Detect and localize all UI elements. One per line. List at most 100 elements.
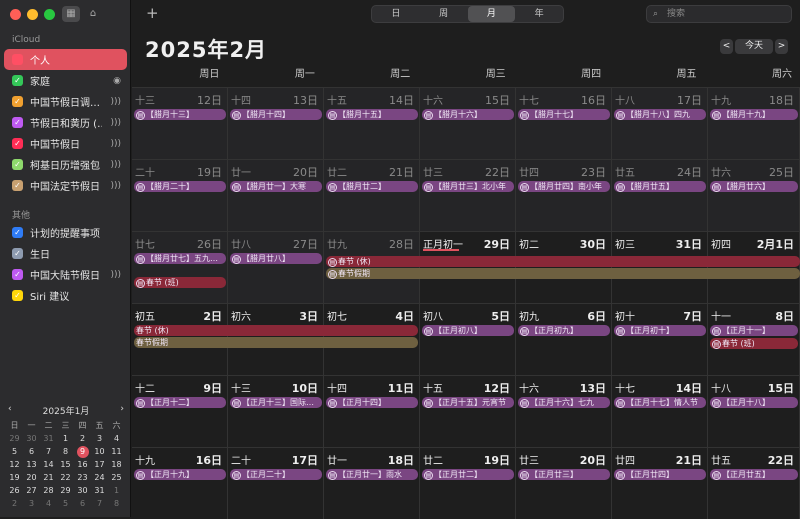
- mini-day[interactable]: 22: [60, 473, 71, 482]
- view-tab[interactable]: 月: [467, 6, 516, 22]
- mini-day[interactable]: 30: [77, 486, 88, 495]
- day-cell[interactable]: 初八 5日: [420, 303, 516, 375]
- lunar-event[interactable]: ▤ 【正月初十】: [614, 325, 706, 336]
- mini-day[interactable]: 3: [96, 434, 103, 443]
- lunar-event[interactable]: ▤ 【腊月十六】: [422, 109, 514, 120]
- calendar-checkbox[interactable]: ✓: [12, 269, 23, 280]
- day-cell[interactable]: 十九 16日: [132, 447, 228, 519]
- mini-day[interactable]: 24: [94, 473, 105, 482]
- mini-day[interactable]: 25: [111, 473, 122, 482]
- mini-day[interactable]: 4: [45, 499, 52, 508]
- mini-day[interactable]: 8: [113, 499, 120, 508]
- mini-day[interactable]: 29: [60, 486, 71, 495]
- day-cell[interactable]: 十二 9日: [132, 375, 228, 447]
- holiday-period-event[interactable]: ▤ 春节假期: [326, 268, 800, 279]
- day-cell[interactable]: 廿一 18日: [324, 447, 420, 519]
- day-cell[interactable]: 初四 2月1日: [708, 231, 800, 303]
- mini-day[interactable]: 29: [9, 434, 20, 443]
- calendar-checkbox[interactable]: ✓: [12, 248, 23, 259]
- lunar-event[interactable]: ▤ 【正月十四】: [326, 397, 418, 408]
- mini-day[interactable]: 5: [11, 447, 18, 456]
- mini-day[interactable]: 31: [43, 434, 54, 443]
- day-cell[interactable]: 十四 11日: [324, 375, 420, 447]
- day-cell[interactable]: 初二 30日: [516, 231, 612, 303]
- lunar-event[interactable]: ▤ 【正月十九】: [134, 469, 226, 480]
- lunar-event[interactable]: ▤ 【正月十五】元宵节: [422, 397, 514, 408]
- mini-day[interactable]: 19: [9, 473, 20, 482]
- lunar-event[interactable]: ▤ 【正月廿二】: [422, 469, 514, 480]
- day-cell[interactable]: 十三 10日: [228, 375, 324, 447]
- mini-day[interactable]: 12: [9, 460, 20, 469]
- mini-day[interactable]: 27: [26, 486, 37, 495]
- mini-day[interactable]: 16: [77, 460, 88, 469]
- mini-day[interactable]: 10: [94, 447, 105, 456]
- zoom-button[interactable]: [44, 9, 55, 20]
- mini-day[interactable]: 13: [26, 460, 37, 469]
- day-cell[interactable]: 十四 13日: [228, 87, 324, 159]
- mini-day[interactable]: 15: [60, 460, 71, 469]
- mini-prev-button[interactable]: ‹: [8, 404, 12, 414]
- mini-day[interactable]: 8: [62, 447, 69, 456]
- lunar-event[interactable]: ▤ 【腊月廿六】: [710, 181, 798, 192]
- mini-day[interactable]: 3: [28, 499, 35, 508]
- day-cell[interactable]: 初九 6日: [516, 303, 612, 375]
- holiday-off-event[interactable]: ▤ 春节 (休): [326, 256, 800, 267]
- lunar-event[interactable]: ▤ 【正月廿五】: [710, 469, 798, 480]
- calendar-checkbox[interactable]: ✓: [12, 138, 23, 149]
- calendar-checkbox[interactable]: ✓: [12, 117, 23, 128]
- mini-day[interactable]: 1: [113, 486, 120, 495]
- mini-day[interactable]: 18: [111, 460, 122, 469]
- calendar-checkbox[interactable]: ✓: [12, 75, 23, 86]
- day-cell[interactable]: 廿八 27日: [228, 231, 324, 303]
- calendar-item[interactable]: ✓ 生日: [4, 243, 127, 264]
- day-cell[interactable]: 廿一 20日: [228, 159, 324, 231]
- calendar-item[interactable]: ✓ 家庭 ◉: [4, 70, 127, 91]
- day-cell[interactable]: 廿六 25日: [708, 159, 800, 231]
- lunar-event[interactable]: ▤ 【腊月十三】: [134, 109, 226, 120]
- day-cell[interactable]: 十七 14日: [612, 375, 708, 447]
- lunar-event[interactable]: ▤ 【正月廿三】: [518, 469, 610, 480]
- day-cell[interactable]: 廿五 24日: [612, 159, 708, 231]
- calendar-item[interactable]: ✓ 计划的提醒事项: [4, 222, 127, 243]
- lunar-event[interactable]: ▤ 【腊月廿七】五九…: [134, 253, 226, 264]
- lunar-event[interactable]: ▤ 【正月十二】: [134, 397, 226, 408]
- day-cell[interactable]: 十三 12日: [132, 87, 228, 159]
- mini-next-button[interactable]: ›: [120, 404, 124, 414]
- calendar-item[interactable]: 个人: [4, 49, 127, 70]
- day-cell[interactable]: 初十 7日: [612, 303, 708, 375]
- lunar-event[interactable]: ▤ 【正月初八】: [422, 325, 514, 336]
- holiday-workday-event[interactable]: ▤ 春节 (班): [134, 277, 226, 288]
- day-cell[interactable]: 正月初一 29日: [420, 231, 516, 303]
- lunar-event[interactable]: ▤ 【正月廿四】: [614, 469, 706, 480]
- prev-month-button[interactable]: <: [720, 39, 733, 54]
- day-cell[interactable]: 廿五 22日: [708, 447, 800, 519]
- mini-day[interactable]: 21: [43, 473, 54, 482]
- lunar-event[interactable]: ▤ 【正月十八】: [710, 397, 798, 408]
- mini-day[interactable]: 17: [94, 460, 105, 469]
- lunar-event[interactable]: ▤ 【腊月十四】: [230, 109, 322, 120]
- day-cell[interactable]: 廿四 23日: [516, 159, 612, 231]
- lunar-event[interactable]: ▤ 【腊月廿一】大寒: [230, 181, 322, 192]
- day-cell[interactable]: 廿三 20日: [516, 447, 612, 519]
- day-cell[interactable]: 二十 17日: [228, 447, 324, 519]
- mini-day[interactable]: 6: [28, 447, 35, 456]
- calendar-checkbox[interactable]: ✓: [12, 290, 23, 301]
- calendar-checkbox[interactable]: ✓: [12, 227, 23, 238]
- lunar-event[interactable]: ▤ 【正月十三】国际…: [230, 397, 322, 408]
- calendar-item[interactable]: ✓ 中国法定节假日))): [4, 175, 127, 196]
- holiday-period-event[interactable]: 春节假期: [134, 337, 418, 348]
- day-cell[interactable]: 十八 17日: [612, 87, 708, 159]
- calendar-checkbox[interactable]: ✓: [12, 180, 23, 191]
- lunar-event[interactable]: ▤ 【腊月廿五】: [614, 181, 706, 192]
- view-tab[interactable]: 周: [439, 9, 449, 19]
- mini-day[interactable]: 7: [45, 447, 52, 456]
- day-cell[interactable]: 十七 16日: [516, 87, 612, 159]
- calendar-checkbox[interactable]: [12, 54, 23, 65]
- lunar-event[interactable]: ▤ 【正月十六】七九: [518, 397, 610, 408]
- mini-day[interactable]: 30: [26, 434, 37, 443]
- day-cell[interactable]: 十五 12日: [420, 375, 516, 447]
- mini-day[interactable]: 14: [43, 460, 54, 469]
- lunar-event[interactable]: ▤ 【腊月十九】: [710, 109, 798, 120]
- day-cell[interactable]: 廿二 21日: [324, 159, 420, 231]
- mini-day[interactable]: 2: [79, 434, 86, 443]
